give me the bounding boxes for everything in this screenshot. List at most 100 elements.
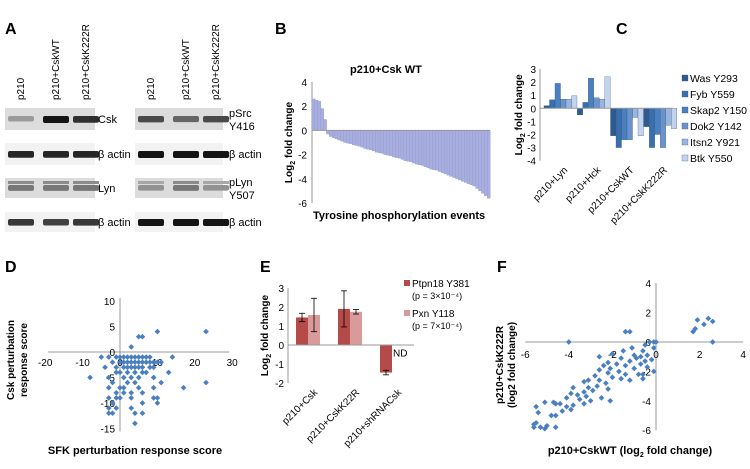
data-point (120, 364, 127, 371)
data-point (596, 367, 603, 373)
data-point (622, 371, 629, 378)
data-point (620, 347, 627, 354)
legend-label: Skap2 Y150 (690, 105, 747, 117)
y-tick-label: 1 (530, 91, 536, 102)
y-tick-label: 0 (278, 341, 284, 352)
data-point (113, 364, 120, 371)
data-point (594, 383, 600, 389)
data-point (642, 342, 648, 348)
protein-band (8, 219, 34, 226)
data-bar (392, 130, 396, 158)
protein-band (138, 219, 164, 226)
data-bar (637, 108, 644, 136)
data-point (147, 354, 153, 360)
data-point (135, 364, 142, 371)
data-point (139, 410, 146, 417)
lane-label: p210+CskWT (181, 39, 192, 100)
data-bar (604, 76, 611, 109)
y-tick-label: -2 (642, 367, 651, 378)
data-bar (588, 78, 594, 109)
y-tick-label: -1 (275, 360, 284, 371)
legend-label: Fyb Y559 (690, 89, 735, 101)
data-bar (649, 108, 655, 148)
data-point (589, 387, 596, 394)
not-detected-annotation: ND (393, 349, 407, 360)
data-point (581, 378, 587, 385)
protein-band (43, 219, 69, 226)
data-bar (423, 130, 428, 167)
data-point (565, 339, 572, 345)
data-point (637, 361, 644, 367)
y-axis-label: Log2 fold change (284, 102, 297, 184)
data-point (587, 397, 594, 404)
x-tick-label: 0 (653, 350, 659, 361)
data-point (609, 350, 616, 357)
data-bar (582, 102, 589, 109)
data-point (596, 377, 603, 384)
data-point (147, 364, 153, 371)
x-tick-label: 20 (189, 358, 201, 369)
data-bar (357, 130, 362, 147)
protein-band (173, 151, 199, 158)
data-point (709, 339, 716, 345)
data-point (618, 355, 624, 361)
x-axis-label: SFK perturbation response score (48, 445, 222, 457)
data-bar (577, 108, 583, 116)
data-point (613, 361, 620, 367)
data-bar (403, 130, 408, 161)
data-point (98, 354, 105, 360)
data-point (570, 384, 576, 391)
blot-row-label: β actin (98, 149, 131, 161)
data-bar (317, 101, 322, 131)
data-point (120, 359, 127, 366)
data-point (633, 355, 640, 361)
protein-band (203, 219, 229, 226)
x-tick-label: -6 (521, 350, 530, 361)
blot-row-label: Lyn (98, 183, 115, 195)
protein-band (73, 185, 99, 191)
data-bar (331, 130, 336, 138)
data-point (132, 379, 138, 386)
data-point (568, 406, 574, 413)
data-point (124, 369, 131, 376)
data-bar (486, 130, 491, 199)
data-point (120, 384, 127, 391)
data-point (705, 315, 712, 322)
x-tick-label: 4 (740, 350, 746, 361)
y-axis-label: (log2 fold change) (507, 322, 518, 408)
protein-band (138, 185, 164, 191)
blot-row-label: β actin (229, 217, 262, 229)
data-point (548, 412, 555, 419)
data-bar (441, 130, 445, 173)
data-bar (458, 130, 462, 181)
panel-label-d: D (5, 259, 17, 276)
data-point (132, 420, 138, 427)
data-bar (660, 108, 666, 148)
data-point (627, 358, 633, 364)
data-point (618, 375, 624, 382)
protein-band (203, 181, 229, 184)
data-bar (314, 100, 319, 131)
data-point (109, 410, 116, 417)
data-point (113, 395, 120, 401)
data-point (132, 369, 138, 376)
legend-label: Ptpn18 Y381 (412, 279, 470, 290)
data-bar (452, 130, 456, 178)
legend-pvalue: (p = 3×10⁻⁴) (412, 291, 462, 301)
panel-label-f: F (497, 259, 507, 276)
y-tick-label: 0 (109, 348, 115, 359)
data-point (605, 359, 611, 366)
data-bar (432, 130, 436, 170)
lane-label: p210+CskK222R (211, 24, 222, 100)
data-point (128, 364, 135, 371)
data-point (128, 405, 135, 411)
data-bar (320, 108, 324, 131)
data-point (605, 370, 611, 376)
legend-label: Btk Y550 (690, 153, 733, 165)
y-tick-label: -6 (642, 426, 651, 437)
protein-band (73, 181, 99, 184)
data-point (644, 352, 651, 359)
data-bar (593, 97, 600, 109)
